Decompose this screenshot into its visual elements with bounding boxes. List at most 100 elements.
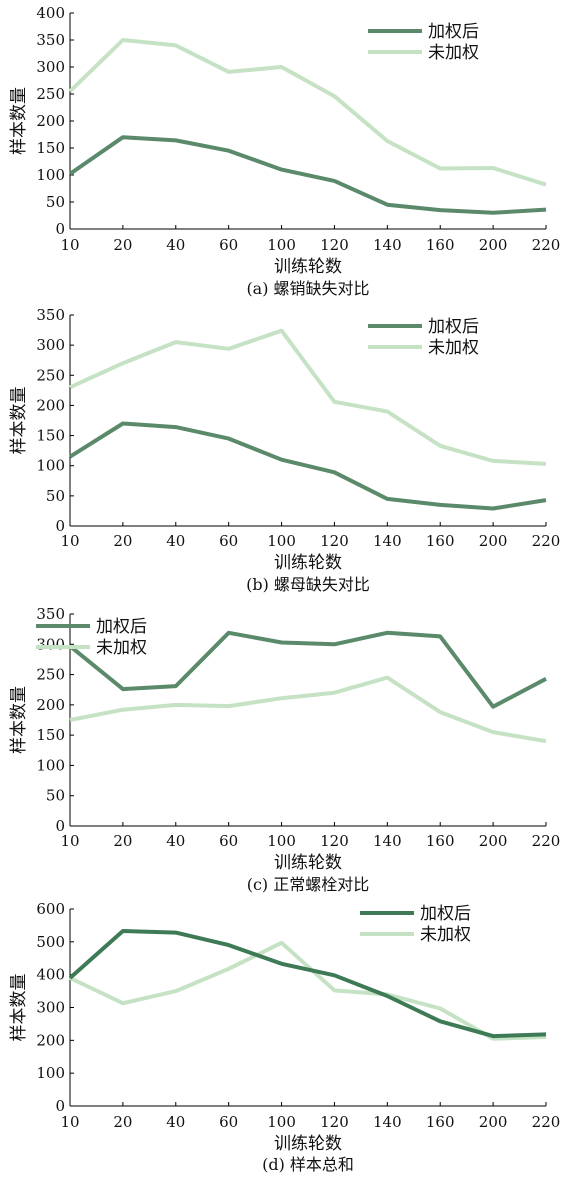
x-axis-label: 训练轮数 [274, 1134, 342, 1154]
y-tick-label: 0 [55, 1097, 65, 1115]
x-tick-label: 60 [219, 532, 238, 550]
x-tick-label: 200 [479, 532, 508, 550]
chart-2: 0 50 100 150 200 250 300 350 10 20 40 60 100 120 140 16… [9, 306, 560, 594]
y-tick-label: 100 [36, 457, 65, 475]
y-axis-label: 样本数量 [9, 87, 29, 155]
legend-label: 加权后 [96, 617, 147, 637]
y-axis-label: 样本数量 [9, 387, 29, 455]
x-tick-label: 120 [320, 1113, 349, 1131]
y-tick-label: 350 [36, 605, 65, 623]
x-tick-label: 60 [219, 236, 238, 254]
y-tick-label: 100 [36, 1064, 65, 1082]
y-tick-label: 300 [36, 635, 65, 653]
y-axis-label: 样本数量 [9, 974, 29, 1042]
x-tick-label: 140 [373, 832, 402, 850]
legend-label: 加权后 [420, 904, 471, 924]
x-tick-label: 220 [532, 1113, 561, 1131]
series-line-2 [69, 675, 547, 744]
x-tick-label: 40 [166, 532, 185, 550]
x-axis-label: 训练轮数 [274, 553, 342, 573]
legend-label: 未加权 [96, 638, 147, 658]
x-tick-label: 20 [113, 832, 132, 850]
y-tick-label: 500 [36, 933, 65, 951]
x-tick-label: 60 [219, 832, 238, 850]
chart-caption: (a) 螺销缺失对比 [246, 279, 369, 298]
y-tick-label: 400 [36, 966, 65, 984]
y-tick-label: 350 [36, 306, 65, 324]
y-tick-label: 250 [36, 366, 65, 384]
legend-label: 未加权 [428, 338, 479, 358]
x-tick-label: 120 [320, 236, 349, 254]
y-tick-label: 150 [36, 139, 65, 157]
y-tick-label: 600 [36, 900, 65, 918]
y-tick-label: 200 [36, 696, 65, 714]
chart-3: 0 50 100 150 200 250 300 350 10 20 40 60 100 120 140 16… [9, 605, 560, 894]
series-line-2 [69, 940, 547, 1041]
x-tick-label: 10 [60, 532, 79, 550]
series-line-1 [68, 929, 547, 1039]
legend-label: 未加权 [420, 925, 471, 945]
series-line-1 [68, 135, 547, 215]
y-tick-label: 100 [36, 166, 65, 184]
y-tick-label: 150 [36, 726, 65, 744]
x-tick-label: 220 [532, 532, 561, 550]
x-tick-label: 220 [532, 236, 561, 254]
chart-caption: (d) 样本总和 [262, 1155, 354, 1174]
y-tick-label: 200 [36, 112, 65, 130]
y-tick-label: 200 [36, 396, 65, 414]
x-tick-label: 160 [426, 532, 455, 550]
x-tick-label: 100 [267, 236, 296, 254]
y-tick-label: 150 [36, 427, 65, 445]
chart-4: 0 100 200 300 400 500 600 10 20 40 60 100 120 140 160 2… [9, 900, 560, 1174]
y-tick-label: 400 [36, 4, 65, 22]
y-tick-label: 0 [55, 517, 65, 535]
y-tick-label: 50 [46, 487, 65, 505]
y-axis-label: 样本数量 [9, 686, 29, 754]
series-line-1 [68, 421, 547, 511]
y-tick-label: 100 [36, 756, 65, 774]
x-tick-label: 10 [60, 832, 79, 850]
x-tick-label: 200 [479, 1113, 508, 1131]
y-tick-label: 50 [46, 787, 65, 805]
x-tick-label: 60 [219, 1113, 238, 1131]
x-tick-label: 160 [426, 832, 455, 850]
y-tick-label: 300 [36, 58, 65, 76]
x-tick-label: 40 [166, 832, 185, 850]
x-tick-label: 10 [60, 236, 79, 254]
x-axis-label: 训练轮数 [274, 853, 342, 873]
series-line-2 [68, 38, 547, 187]
x-tick-label: 220 [532, 832, 561, 850]
legend-label: 未加权 [428, 43, 479, 63]
x-tick-label: 100 [267, 832, 296, 850]
x-tick-label: 200 [479, 832, 508, 850]
x-tick-label: 140 [373, 532, 402, 550]
x-tick-label: 160 [426, 1113, 455, 1131]
y-tick-label: 0 [55, 220, 65, 238]
x-tick-label: 40 [166, 236, 185, 254]
y-tick-label: 250 [36, 85, 65, 103]
x-tick-label: 100 [267, 532, 296, 550]
x-axis-label: 训练轮数 [274, 257, 342, 277]
legend-label: 加权后 [428, 317, 479, 337]
y-tick-label: 250 [36, 666, 65, 684]
x-tick-label: 120 [320, 832, 349, 850]
x-tick-label: 10 [60, 1113, 79, 1131]
x-tick-label: 40 [166, 1113, 185, 1131]
series-line-2 [69, 328, 547, 466]
x-tick-label: 200 [479, 236, 508, 254]
legend-label: 加权后 [428, 22, 479, 42]
chart-caption: (b) 螺母缺失对比 [246, 575, 370, 594]
x-tick-label: 20 [113, 532, 132, 550]
y-tick-label: 0 [55, 817, 65, 835]
x-tick-label: 20 [113, 1113, 132, 1131]
chart-1: 0 50 100 150 200 250 300 350 400 10 20 40 60 100 120 14… [9, 4, 560, 298]
y-tick-label: 300 [36, 336, 65, 354]
x-tick-label: 140 [373, 1113, 402, 1131]
series-line-1 [68, 630, 547, 709]
x-tick-label: 20 [113, 236, 132, 254]
